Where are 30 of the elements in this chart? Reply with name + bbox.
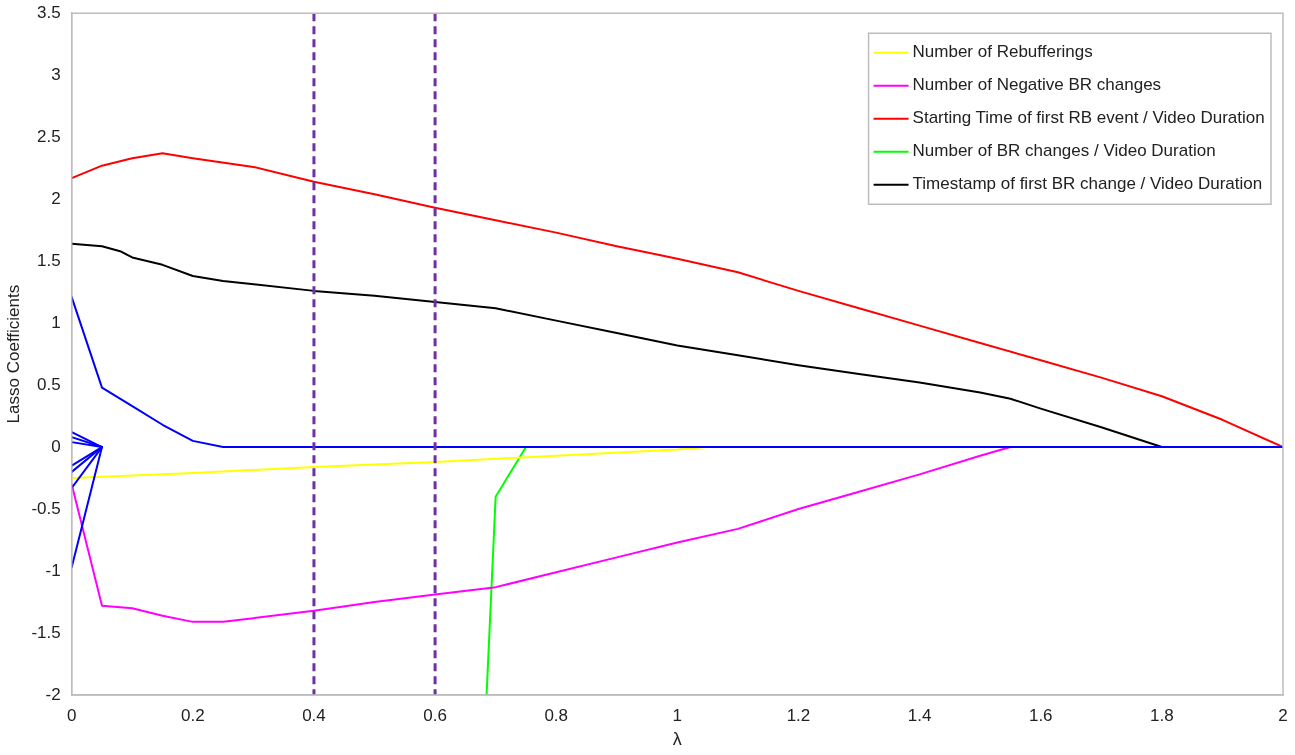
x-tick-label: 1.4: [907, 705, 932, 725]
y-tick-label: 1.5: [37, 250, 61, 270]
x-axis-title: λ: [672, 729, 682, 750]
y-tick-label: 3: [51, 64, 61, 84]
x-tick-label: 1: [672, 705, 683, 725]
legend-label: Number of Rebufferings: [912, 42, 1093, 62]
legend-label: Starting Time of first RB event / Video Duration: [912, 108, 1265, 128]
legend-label: Number of Negative BR changes: [912, 75, 1162, 95]
y-tick-label: 0.5: [37, 374, 61, 394]
legend-label: Number of BR changes / Video Duration: [912, 141, 1216, 161]
x-tick-label: 1.2: [786, 705, 811, 725]
x-tick-label: 1.6: [1028, 705, 1053, 725]
y-tick-label: -2: [45, 684, 61, 704]
y-tick-label: -0.5: [31, 498, 61, 518]
x-tick-label: 0.6: [423, 705, 447, 725]
y-tick-label: 2: [51, 188, 61, 208]
y-tick-label: -1: [45, 560, 61, 580]
y-axis-title: Lasso Coefficients: [3, 284, 23, 424]
x-tick-label: 0.4: [302, 705, 326, 725]
y-tick-label: 1: [51, 312, 61, 332]
y-tick-label: 2.5: [37, 126, 61, 146]
y-tick-label: 3.5: [37, 2, 61, 22]
x-tick-label: 1.8: [1150, 705, 1174, 725]
x-tick-label: 0.8: [544, 705, 569, 725]
x-tick-label: 0: [66, 705, 77, 725]
x-tick-label: 2: [1278, 705, 1288, 725]
x-tick-label: 0.2: [181, 705, 205, 725]
y-tick-label: 0: [51, 436, 61, 456]
legend-label: Timestamp of first BR change / Video Duration: [912, 174, 1263, 194]
y-tick-label: -1.5: [31, 622, 61, 642]
